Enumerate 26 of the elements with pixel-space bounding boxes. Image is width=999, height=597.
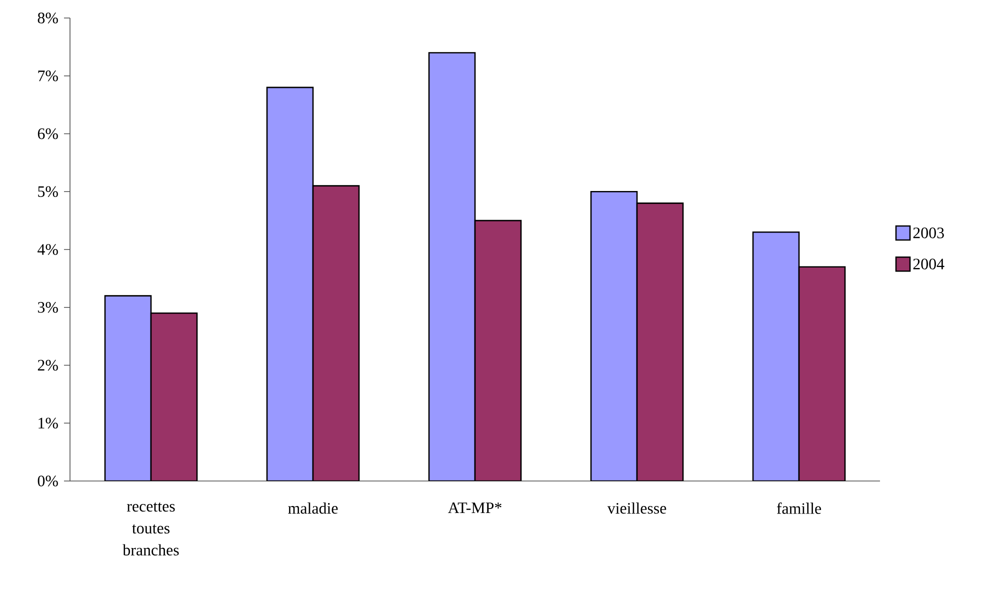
bar <box>428 52 476 481</box>
bar <box>266 86 314 481</box>
y-tick-label: 3% <box>38 302 58 313</box>
x-tick-label: famille <box>776 502 822 514</box>
legend-label: 2003 <box>913 228 944 238</box>
bar <box>312 185 360 481</box>
bar <box>150 312 198 481</box>
bar <box>636 202 684 481</box>
y-tick-label: 2% <box>38 360 58 371</box>
x-tick-label: maladie <box>288 502 338 514</box>
x-tick-label: recettes toutes branches <box>122 502 179 556</box>
y-tick-label: 8% <box>38 12 58 24</box>
y-tick-label: 5% <box>38 186 58 198</box>
legend-label: 2004 <box>913 258 944 270</box>
x-tick-label: AT-MP* <box>448 502 502 514</box>
bar <box>104 295 152 481</box>
y-tick-label: 6% <box>38 128 58 140</box>
bar <box>752 231 800 481</box>
bar <box>590 190 638 481</box>
y-tick-label: 0% <box>38 476 58 486</box>
y-tick-label: 7% <box>38 70 58 82</box>
bar <box>798 266 846 481</box>
y-tick-label: 1% <box>38 418 58 429</box>
bar <box>474 220 522 481</box>
x-tick-label: vieillesse <box>607 502 666 514</box>
y-tick-label: 4% <box>38 244 58 255</box>
